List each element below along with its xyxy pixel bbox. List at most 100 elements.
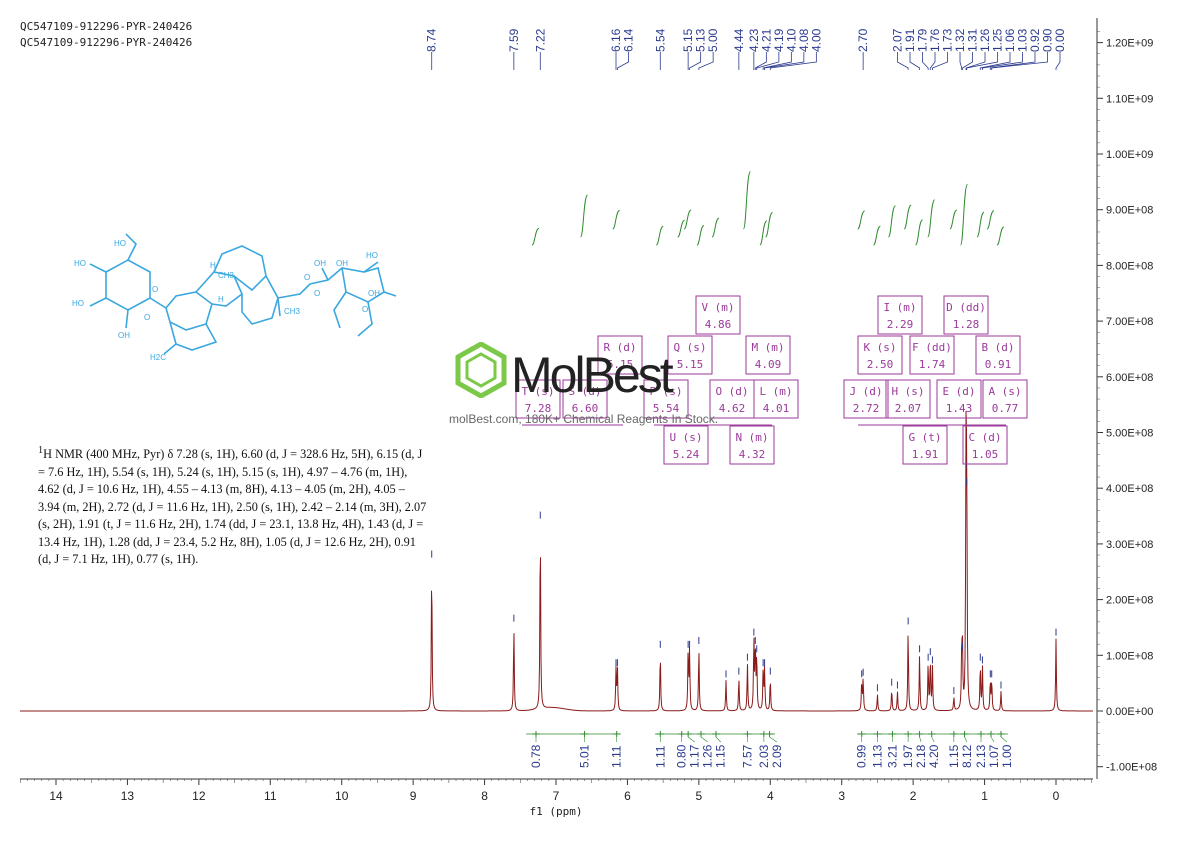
x-tick-label: 11 [264, 789, 277, 803]
integral-curve [742, 171, 751, 230]
integral-value: 2.18 [914, 744, 928, 768]
mol-label: HO [74, 259, 86, 268]
x-tick-label: 8 [481, 789, 488, 803]
multiplet-box: T (s) 7.28 [515, 379, 561, 419]
peak-label: 4.23 [747, 28, 761, 70]
multiplet-ppm: 0.77 [992, 402, 1019, 415]
multiplet-ppm: 1.74 [919, 358, 946, 371]
peak-label-connector [909, 60, 920, 70]
multiplet-label: R (d) [603, 341, 636, 354]
y-tick-label: 3.00E+08 [1106, 539, 1153, 551]
peak-label-text: 1.31 [966, 28, 980, 52]
peak-label: 1.91 [903, 28, 920, 70]
peak-label: 1.25 [966, 28, 1005, 70]
peak-label: 5.15 [681, 28, 695, 70]
peak-label-connector [1055, 60, 1061, 70]
multiplet-label: I (m) [883, 301, 916, 314]
multiplet-box: H (s) 2.07 [885, 379, 931, 419]
peak-label-text: 4.10 [784, 28, 798, 52]
x-tick-label: 0 [1053, 789, 1060, 803]
isotope-superscript: 1 [38, 445, 44, 456]
multiplet-label: O (d) [715, 385, 748, 398]
multiplet-label: S (d) [568, 385, 601, 398]
peak-label: 1.76 [928, 28, 942, 70]
mol-label: H2C [150, 353, 166, 362]
mol-label: CH3 [218, 271, 235, 280]
integral-curve [612, 209, 620, 230]
peak-label-text: 7.22 [533, 28, 547, 52]
integral-value: 5.01 [578, 744, 592, 768]
peak-label-text: 4.21 [759, 28, 773, 52]
peak-label: 5.13 [689, 28, 708, 70]
peak-label: 0.92 [989, 28, 1042, 70]
multiplet-ppm: 5.24 [673, 448, 700, 461]
mol-label: O [362, 305, 368, 314]
multiplet-ppm: 2.50 [867, 358, 894, 371]
multiplet-label: K (s) [863, 341, 896, 354]
x-tick-label: 1 [981, 789, 988, 803]
integral-curve [531, 227, 540, 246]
multiplet-label: N (m) [735, 431, 768, 444]
multiplet-box-frame [667, 335, 713, 375]
y-tick-label: 6.00E+08 [1106, 372, 1153, 384]
peak-label-text: 1.25 [991, 28, 1005, 52]
watermark-subtitle: molBest.com, 180K+ Chemical Reagents In … [449, 412, 719, 426]
multiplet-label: Q (s) [673, 341, 706, 354]
x-tick-label: 10 [335, 789, 349, 803]
multiplet-box: F (dd) 1.74 [909, 335, 955, 375]
peak-label-text: 1.73 [941, 28, 955, 52]
peak-label-connector [979, 60, 1011, 70]
integral-value: 2.03 [757, 744, 771, 768]
multiplet-ppm: 4.01 [763, 402, 790, 415]
mol-label: HO [114, 239, 126, 248]
integral-value: 4.20 [927, 744, 941, 768]
y-tick-label: 4.00E+08 [1106, 483, 1153, 495]
peak-label-connector [989, 60, 1036, 70]
multiplet-box-frame [943, 295, 989, 335]
multiplet-box-frame [695, 295, 741, 335]
mol-label: O [304, 273, 310, 282]
peak-label: 0.90 [991, 28, 1055, 70]
multiplet-box-frame [936, 379, 982, 419]
peak-label-text: 7.59 [507, 28, 521, 52]
multiplet-label: V (m) [701, 301, 734, 314]
x-tick-label: 9 [410, 789, 417, 803]
x-axis-label: f1 (ppm) [530, 805, 583, 818]
peak-label: 5.54 [653, 28, 667, 70]
multiplet-label: E (d) [942, 385, 975, 398]
integral-value: 8.12 [960, 744, 974, 768]
multiplet-box-frame [515, 379, 561, 419]
spectrum-trace [20, 410, 1093, 712]
integral-curve [927, 199, 936, 238]
multiplet-box: K (s) 2.50 [857, 335, 903, 375]
peak-label: 1.03 [982, 28, 1030, 70]
multiplet-ppm: 5.15 [677, 358, 704, 371]
integral-curve [986, 210, 995, 230]
x-tick-label: 5 [696, 789, 703, 803]
multiplet-box: A (s) 0.77 [982, 379, 1028, 419]
integral-curve [996, 226, 1005, 246]
y-tick-label: 1.20E+09 [1106, 38, 1153, 50]
x-tick-label: 14 [49, 789, 63, 803]
multiplet-box: B (d) 0.91 [975, 335, 1021, 375]
peak-label-connector [756, 60, 780, 70]
multiplet-ppm: 7.28 [525, 402, 552, 415]
mol-label: O [152, 285, 158, 294]
integral-connector [715, 736, 721, 743]
x-tick-label: 13 [121, 789, 135, 803]
peak-label-text: 1.91 [903, 28, 917, 52]
y-tick-label: 2.00E+08 [1106, 595, 1153, 607]
peak-label-text: 5.54 [653, 28, 667, 52]
peak-label: 1.06 [979, 28, 1017, 70]
multiplet-box-frame [753, 379, 799, 419]
peak-label-text: 4.19 [772, 28, 786, 52]
multiplet-ppm: 5.54 [653, 402, 680, 415]
integral-connector [964, 736, 968, 743]
peak-label-text: 0.92 [1028, 28, 1042, 52]
mol-label: CH3 [284, 307, 301, 316]
peak-label: 4.00 [769, 28, 823, 70]
peak-label-text: 5.13 [694, 28, 708, 52]
peak-label-text: 2.70 [856, 28, 870, 52]
peak-label-connector [959, 60, 963, 70]
integral-value: 1.15 [714, 744, 728, 768]
